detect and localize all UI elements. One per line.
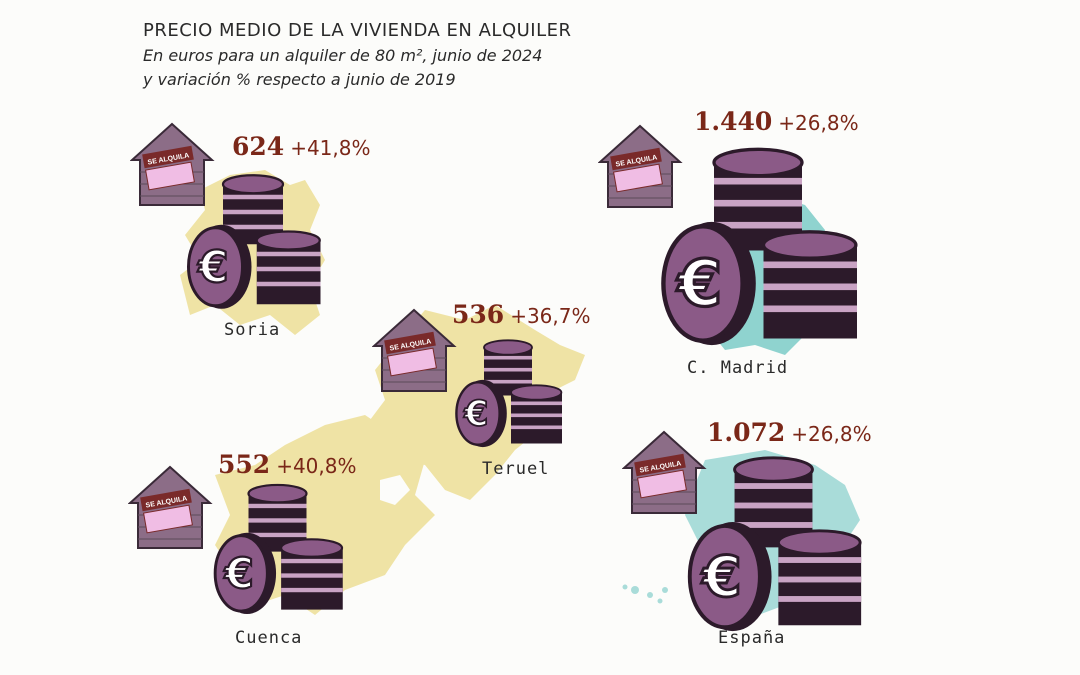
soria-change: +41,8% <box>290 136 371 160</box>
svg-text:€: € <box>463 395 488 435</box>
cuenca-change: +40,8% <box>276 454 357 478</box>
teruel-label: Teruel <box>482 459 550 479</box>
madrid-label: C. Madrid <box>687 358 789 378</box>
spain-price: 1.072 <box>707 418 786 447</box>
coin-stack-front <box>255 230 321 305</box>
euro-coin: € <box>187 224 252 309</box>
teruel-coins-icon: € <box>455 339 563 448</box>
cuenca-label: Cuenca <box>235 628 303 648</box>
spain-house-icon: SE ALQUILA <box>622 430 707 514</box>
teruel-price: 536 <box>452 300 505 329</box>
cuenca-price: 552 <box>218 450 271 479</box>
svg-text:€: € <box>224 549 254 598</box>
svg-text:€: € <box>676 248 722 322</box>
teruel-house-icon: SE ALQUILA <box>372 308 457 392</box>
spain-value: 1.072 +26,8% <box>707 418 872 447</box>
soria-house-icon: SE ALQUILA <box>130 122 215 206</box>
chart-subtitle-line-1: En euros para un alquiler de 80 m², juni… <box>143 46 543 65</box>
madrid-price: 1.440 <box>694 107 773 136</box>
soria-coins-icon: € <box>187 174 321 309</box>
teruel-value: 536 +36,7% <box>452 300 590 329</box>
madrid-house-icon: SE ALQUILA <box>598 124 683 208</box>
soria-price: 624 <box>232 132 285 161</box>
cuenca-coins-icon: € <box>213 483 344 614</box>
madrid-coins-icon: € <box>661 147 858 346</box>
spain-change: +26,8% <box>791 422 872 446</box>
svg-text:€: € <box>700 545 741 610</box>
soria-label: Soria <box>224 320 281 340</box>
chart-title: PRECIO MEDIO DE LA VIVIENDA EN ALQUILER <box>143 20 572 41</box>
svg-text:€: € <box>197 243 228 293</box>
cuenca-house-icon: SE ALQUILA <box>128 465 213 549</box>
soria-value: 624 +41,8% <box>232 132 370 161</box>
madrid-change: +26,8% <box>778 111 859 135</box>
chart-subtitle-line-2: y variación % respecto a junio de 2019 <box>143 70 456 89</box>
spain-label: España <box>718 628 786 648</box>
teruel-change: +36,7% <box>510 304 591 328</box>
madrid-value: 1.440 +26,8% <box>694 107 859 136</box>
spain-coins-icon: € <box>687 456 862 632</box>
title-block: PRECIO MEDIO DE LA VIVIENDA EN ALQUILER … <box>143 18 572 92</box>
cuenca-value: 552 +40,8% <box>218 450 356 479</box>
